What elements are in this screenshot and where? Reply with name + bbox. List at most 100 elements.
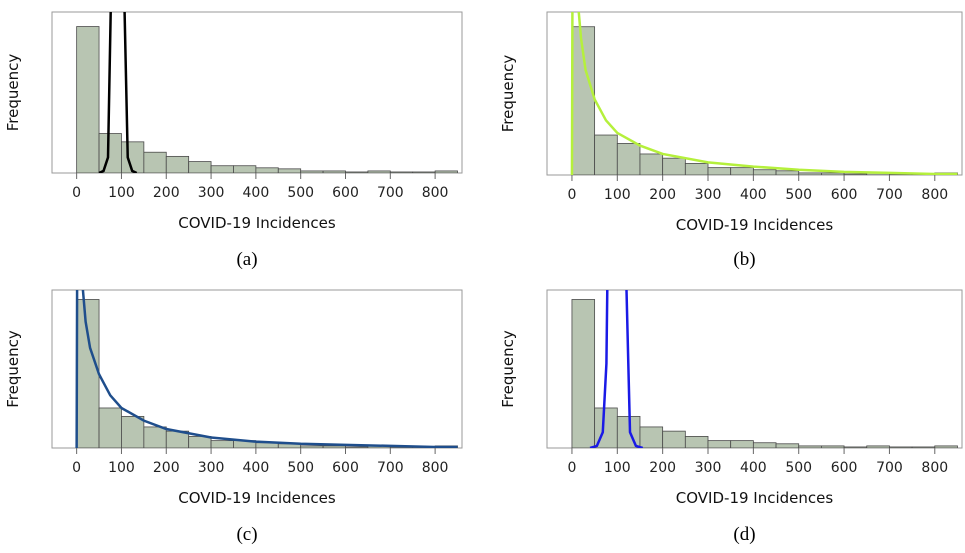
x-tick-label: 800: [422, 460, 449, 476]
bar: [594, 134, 618, 175]
bar: [389, 171, 414, 173]
plot-area: [76, 12, 458, 173]
bar: [707, 167, 732, 175]
x-tick-label: 700: [377, 185, 404, 201]
x-tick-label: 500: [287, 185, 314, 201]
bar: [76, 26, 100, 173]
bar: [820, 445, 845, 448]
x-tick-label: 100: [108, 185, 135, 201]
x-tick-label: 700: [876, 460, 903, 476]
bar: [322, 445, 346, 448]
bar: [76, 299, 100, 448]
fit-curve: [570, 12, 958, 175]
x-tick-label: 800: [921, 187, 948, 203]
caption: (b): [733, 249, 755, 270]
plot-area: [75, 290, 458, 448]
fit-curve: [75, 290, 458, 448]
x-tick-label: 600: [332, 185, 359, 201]
bar: [684, 436, 709, 448]
bar: [165, 155, 190, 173]
x-tick-label: 200: [153, 185, 180, 201]
fit-curve: [589, 290, 644, 448]
x-tick-label: 0: [72, 460, 81, 476]
x-tick-label: 100: [604, 187, 631, 203]
x-axis-label: COVID-19 Incidences: [676, 216, 834, 234]
bar: [843, 173, 868, 175]
bar: [798, 172, 822, 175]
x-tick-label: 200: [153, 460, 180, 476]
bar: [798, 445, 822, 448]
x-tick-label: 100: [108, 460, 135, 476]
y-axis-label: Frequency: [499, 55, 517, 133]
bar: [143, 426, 167, 448]
bar: [121, 415, 145, 448]
bar: [752, 442, 777, 448]
x-tick-label: 400: [740, 187, 767, 203]
bar: [707, 440, 732, 448]
bar: [300, 445, 324, 448]
x-tick-label: 500: [785, 460, 812, 476]
bar: [322, 170, 346, 173]
x-tick-label: 0: [567, 460, 576, 476]
bar: [188, 436, 212, 448]
x-tick-label: 300: [198, 185, 225, 201]
bar: [210, 440, 234, 448]
x-axis-label: COVID-19 Incidences: [676, 489, 834, 507]
x-axis-label: COVID-19 Incidences: [178, 214, 336, 232]
bar: [255, 167, 279, 173]
bar: [143, 151, 167, 173]
x-tick-label: 500: [785, 187, 812, 203]
plot-area: [570, 12, 958, 175]
bar: [662, 157, 686, 175]
caption: (a): [236, 249, 257, 270]
x-tick-label: 600: [831, 187, 858, 203]
bar: [752, 169, 777, 175]
bar: [820, 172, 845, 175]
bar: [616, 143, 641, 175]
x-tick-label: 0: [567, 187, 576, 203]
bar: [571, 299, 596, 448]
bar: [730, 440, 754, 448]
x-tick-label: 200: [649, 187, 676, 203]
bar: [434, 170, 458, 173]
bar: [188, 161, 212, 173]
bar: [775, 170, 800, 175]
x-axis-label: COVID-19 Incidences: [178, 489, 336, 507]
bar: [843, 446, 868, 448]
bar: [889, 446, 913, 448]
bar: [300, 170, 324, 173]
bar: [639, 153, 664, 175]
x-tick-label: 400: [243, 460, 270, 476]
bar: [412, 171, 436, 173]
bar: [233, 165, 257, 173]
x-tick-label: 300: [198, 460, 225, 476]
x-tick-label: 500: [287, 460, 314, 476]
x-tick-label: 300: [695, 460, 722, 476]
bar: [775, 443, 800, 448]
bar: [98, 407, 122, 448]
bar: [210, 165, 234, 173]
x-tick-label: 300: [695, 187, 722, 203]
x-tick-label: 400: [740, 460, 767, 476]
caption: (d): [733, 524, 755, 545]
x-tick-label: 0: [72, 185, 81, 201]
plot-area: [571, 290, 958, 448]
x-tick-label: 800: [422, 185, 449, 201]
fit-curve: [98, 12, 138, 173]
bar: [98, 133, 122, 173]
caption: (c): [236, 524, 257, 545]
bar: [866, 445, 890, 448]
x-tick-label: 700: [377, 460, 404, 476]
bar: [662, 430, 686, 448]
bar: [345, 446, 369, 448]
x-tick-label: 800: [921, 460, 948, 476]
x-tick-label: 400: [243, 185, 270, 201]
bar: [367, 170, 391, 173]
bar: [911, 446, 936, 448]
bar: [639, 426, 664, 448]
x-tick-label: 200: [649, 460, 676, 476]
y-axis-label: Frequency: [4, 330, 22, 408]
bar: [345, 171, 369, 173]
x-tick-label: 600: [831, 460, 858, 476]
bar: [684, 163, 709, 175]
